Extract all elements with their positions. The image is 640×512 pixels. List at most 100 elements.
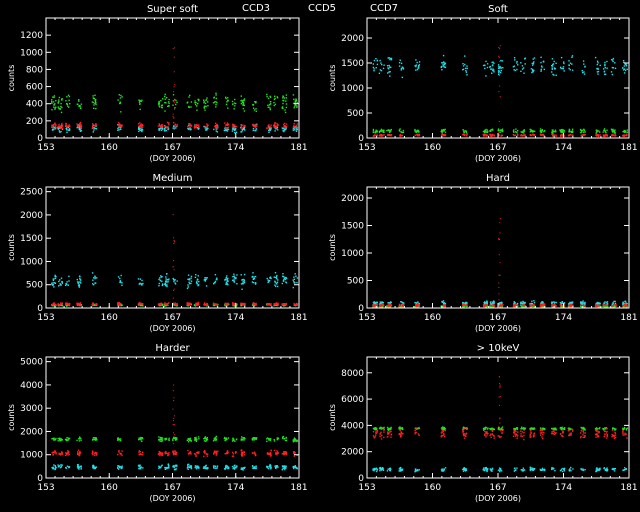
data-point <box>176 305 178 307</box>
data-point <box>80 127 82 129</box>
data-point <box>242 101 245 103</box>
data-point <box>463 305 466 308</box>
data-point <box>390 57 393 60</box>
data-point <box>194 466 196 469</box>
data-point <box>571 55 574 57</box>
data-point <box>381 130 384 132</box>
data-point <box>596 60 599 62</box>
y-tick-label: 1000 <box>20 48 43 58</box>
data-point <box>529 466 531 468</box>
data-point <box>626 302 628 305</box>
y-tick-label: 1000 <box>20 451 43 461</box>
data-point <box>602 304 604 306</box>
data-point <box>622 130 624 133</box>
data-point <box>534 305 536 308</box>
data-point <box>443 305 445 307</box>
data-point <box>172 94 175 96</box>
data-point <box>486 469 489 471</box>
data-point <box>544 304 546 307</box>
data-point <box>285 451 288 454</box>
data-point <box>373 427 375 430</box>
data-point <box>296 304 298 306</box>
data-point <box>401 427 404 429</box>
data-point <box>78 104 81 107</box>
data-point <box>243 104 246 107</box>
data-point <box>79 437 81 440</box>
data-point <box>80 304 83 306</box>
data-point <box>390 468 392 470</box>
data-point <box>78 275 81 277</box>
y-tick-label: 500 <box>347 109 364 119</box>
data-point <box>484 135 486 137</box>
data-point <box>173 424 175 426</box>
data-point <box>268 129 271 131</box>
data-point <box>173 91 174 93</box>
data-point <box>242 281 244 283</box>
data-point <box>118 450 120 452</box>
data-point <box>242 303 244 305</box>
data-point <box>514 469 516 471</box>
data-point <box>512 133 515 136</box>
data-point <box>61 126 63 128</box>
data-point <box>204 451 206 453</box>
data-point <box>240 438 243 440</box>
data-point <box>52 279 55 282</box>
data-point <box>276 281 279 283</box>
data-point <box>214 303 217 305</box>
data-point <box>241 127 243 129</box>
data-point <box>158 285 160 287</box>
data-point <box>482 468 485 470</box>
data-point <box>158 439 160 441</box>
series-ccd5 <box>51 92 298 114</box>
data-point <box>373 303 375 305</box>
data-point <box>68 454 70 456</box>
data-point <box>198 284 200 286</box>
data-point <box>625 134 627 137</box>
data-point <box>442 304 444 306</box>
data-point <box>381 305 383 308</box>
data-point <box>389 71 391 73</box>
data-point <box>269 276 272 278</box>
data-point <box>387 429 390 432</box>
data-point <box>189 124 192 127</box>
data-point <box>398 65 401 67</box>
data-point <box>213 97 215 99</box>
data-point <box>118 94 120 96</box>
data-point <box>224 436 226 439</box>
data-point <box>198 451 200 453</box>
data-point <box>234 276 236 279</box>
data-point <box>583 63 585 65</box>
data-point <box>204 102 207 105</box>
data-point <box>173 417 175 419</box>
data-point <box>158 100 160 103</box>
data-point <box>485 301 487 304</box>
data-point <box>213 466 215 469</box>
data-point <box>236 283 238 285</box>
data-point <box>235 438 238 441</box>
data-point <box>79 130 82 132</box>
data-point <box>251 452 253 454</box>
data-point <box>390 130 392 132</box>
data-point <box>555 135 557 137</box>
data-point <box>442 54 445 57</box>
data-point <box>176 124 178 126</box>
data-point <box>173 384 175 386</box>
data-point <box>401 301 404 304</box>
data-point <box>65 452 68 454</box>
data-point <box>417 428 419 430</box>
data-point <box>485 75 487 77</box>
data-point <box>416 68 419 71</box>
data-point <box>568 129 571 131</box>
data-point <box>415 302 417 304</box>
data-point <box>520 62 522 64</box>
data-point <box>241 451 244 454</box>
chart-panel: 153 160 167 174 181010002000300040005000Hard… <box>7 343 308 503</box>
data-point <box>400 468 402 471</box>
data-point <box>78 128 80 131</box>
data-point <box>227 467 229 469</box>
data-point <box>285 100 287 102</box>
x-tick-label: 160 <box>101 143 118 153</box>
data-point <box>139 303 141 305</box>
data-point <box>213 467 215 469</box>
data-point <box>389 427 392 430</box>
